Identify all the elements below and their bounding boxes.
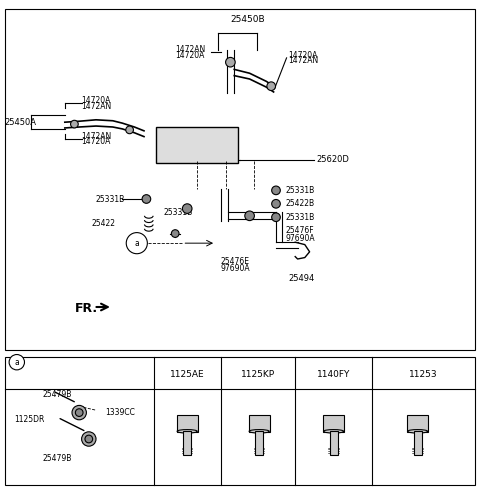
Text: 1472AN: 1472AN — [82, 131, 112, 141]
Ellipse shape — [324, 430, 344, 433]
Text: 25422B: 25422B — [286, 199, 315, 208]
FancyBboxPatch shape — [5, 357, 475, 485]
Text: 1125KP: 1125KP — [241, 370, 275, 379]
FancyBboxPatch shape — [414, 431, 421, 455]
Text: 25331B: 25331B — [286, 213, 315, 222]
Text: 25479B: 25479B — [43, 453, 72, 463]
Ellipse shape — [249, 430, 269, 433]
Circle shape — [245, 211, 254, 221]
Text: 1125AE: 1125AE — [170, 370, 204, 379]
FancyBboxPatch shape — [407, 415, 428, 432]
FancyBboxPatch shape — [177, 415, 198, 432]
Text: 14720A: 14720A — [175, 50, 204, 59]
Circle shape — [272, 200, 280, 208]
Circle shape — [85, 435, 93, 443]
Text: 1472AN: 1472AN — [82, 102, 112, 111]
Circle shape — [72, 406, 86, 420]
Text: 25476F: 25476F — [286, 226, 314, 235]
FancyBboxPatch shape — [5, 9, 475, 350]
Circle shape — [272, 213, 280, 222]
Text: 1125DR: 1125DR — [14, 415, 45, 424]
Text: 1472AN: 1472AN — [288, 56, 318, 65]
Circle shape — [272, 186, 280, 195]
FancyBboxPatch shape — [249, 415, 270, 432]
Text: 11253: 11253 — [409, 370, 438, 379]
Ellipse shape — [177, 430, 197, 433]
Text: 14720A: 14720A — [288, 50, 317, 59]
Ellipse shape — [408, 430, 428, 433]
Text: 25422: 25422 — [91, 219, 115, 228]
Text: 14720A: 14720A — [82, 96, 111, 105]
Text: 25331B: 25331B — [286, 186, 315, 195]
Circle shape — [75, 409, 83, 416]
Circle shape — [126, 233, 147, 254]
Text: 1472AN: 1472AN — [175, 45, 205, 54]
Text: 25331B: 25331B — [163, 208, 192, 217]
Text: 14720A: 14720A — [82, 137, 111, 146]
Circle shape — [182, 204, 192, 213]
FancyBboxPatch shape — [330, 431, 337, 455]
Text: 1140FY: 1140FY — [317, 370, 350, 379]
Circle shape — [9, 355, 24, 370]
Text: 25494: 25494 — [288, 274, 314, 283]
Text: 1339CC: 1339CC — [106, 408, 135, 417]
FancyBboxPatch shape — [183, 431, 191, 455]
Text: 25450A: 25450A — [5, 118, 37, 126]
FancyBboxPatch shape — [323, 415, 344, 432]
FancyBboxPatch shape — [156, 127, 238, 163]
Circle shape — [126, 126, 133, 134]
Text: 25450B: 25450B — [230, 14, 264, 24]
Text: a: a — [14, 358, 19, 367]
Circle shape — [142, 195, 151, 204]
Circle shape — [267, 82, 276, 90]
Circle shape — [226, 57, 235, 67]
Text: 25331B: 25331B — [96, 195, 125, 204]
Text: 97690A: 97690A — [221, 264, 251, 273]
Text: FR.: FR. — [74, 302, 97, 315]
Circle shape — [171, 230, 179, 238]
Circle shape — [82, 432, 96, 446]
FancyBboxPatch shape — [255, 431, 263, 455]
Text: 97690A: 97690A — [286, 234, 315, 243]
Text: 25620D: 25620D — [317, 155, 349, 164]
Text: a: a — [134, 239, 139, 247]
Circle shape — [71, 120, 78, 128]
Text: 25479B: 25479B — [43, 390, 72, 399]
Text: 25476E: 25476E — [221, 257, 250, 266]
